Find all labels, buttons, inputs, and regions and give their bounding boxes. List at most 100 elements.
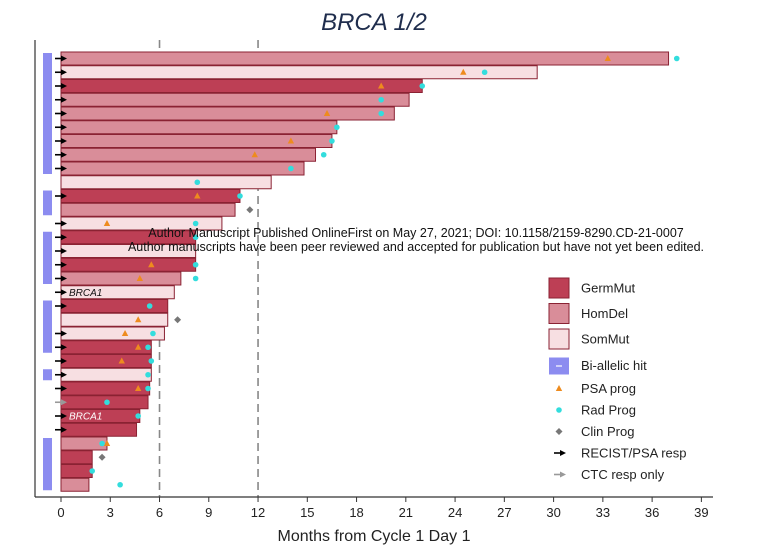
response-arrow-head — [61, 165, 67, 172]
rad-prog-marker — [89, 468, 95, 474]
psa-prog-marker — [118, 357, 125, 364]
biallelic-block — [43, 369, 52, 381]
legend-psa-marker — [555, 385, 563, 391]
rad-prog-marker — [237, 193, 243, 199]
psa-prog-marker — [287, 137, 295, 144]
patient-bar — [60, 354, 152, 368]
legend-label: HomDel — [581, 306, 628, 321]
psa-prog-marker — [323, 110, 331, 116]
rad-prog-marker — [481, 69, 488, 76]
patient-bar — [60, 422, 138, 437]
legend-label: GermMut — [581, 281, 636, 296]
psa-prog-marker — [134, 385, 142, 391]
response-arrow-head — [61, 385, 67, 392]
biallelic-block — [43, 438, 52, 491]
legend-label: Clin Prog — [581, 424, 634, 439]
legend-clin-marker — [555, 428, 563, 435]
response-arrow-head — [61, 83, 67, 89]
rad-prog-marker — [192, 234, 199, 241]
psa-prog-marker — [377, 82, 385, 89]
patient-bar — [60, 450, 93, 465]
x-tick-label: 24 — [448, 505, 462, 520]
biallelic-block — [43, 300, 52, 353]
legend: GermMut HomDel SomMut Bi-allelic hit PSA pro… — [548, 277, 686, 482]
rad-prog-marker — [288, 165, 294, 172]
response-arrow-head — [61, 220, 67, 227]
patient-bar — [60, 312, 169, 327]
patient-bar — [60, 120, 338, 135]
rad-prog-marker — [334, 124, 340, 131]
psa-prog-marker — [136, 275, 144, 281]
bar-label: BRCA1 — [69, 288, 102, 299]
x-tick-label: 30 — [546, 505, 560, 520]
rad-prog-marker — [145, 385, 151, 392]
patient-bar — [60, 92, 410, 107]
response-arrow-head — [61, 303, 67, 309]
legend-rad-marker — [556, 407, 562, 413]
biallelic-block — [43, 231, 52, 284]
markers-group — [55, 55, 680, 488]
rad-prog-marker — [145, 371, 151, 378]
patient-bar — [60, 367, 152, 382]
rad-prog-marker — [150, 330, 156, 337]
x-tick-label: 6 — [156, 505, 163, 520]
response-arrow-head — [61, 330, 67, 337]
rad-prog-marker — [673, 55, 680, 62]
response-arrow-head — [61, 96, 67, 103]
response-arrow-head — [61, 151, 67, 158]
clin-prog-marker — [246, 206, 254, 214]
psa-prog-marker — [251, 151, 258, 158]
x-tick-label: 18 — [349, 505, 363, 520]
x-tick-label: 27 — [497, 505, 511, 520]
rad-prog-marker — [117, 481, 123, 488]
response-arrow-head — [61, 289, 67, 296]
psa-prog-marker — [134, 343, 142, 350]
rad-prog-marker — [192, 220, 199, 227]
response-arrow-head — [61, 399, 67, 406]
x-axis: 0 3 6 9 12 15 18 21 24 27 30 33 36 39 — [34, 40, 713, 520]
patient-bar — [60, 161, 305, 176]
psa-prog-marker — [148, 261, 155, 268]
legend-swatch-germmut — [548, 277, 570, 299]
bars-group: BRCA1 BRCA1 — [43, 51, 670, 492]
rad-prog-marker — [146, 303, 153, 309]
rad-prog-marker — [192, 275, 199, 282]
x-tick-label: 21 — [399, 505, 413, 520]
patient-bar — [60, 464, 93, 478]
response-arrow-head — [61, 234, 67, 241]
psa-prog-marker — [103, 440, 111, 446]
psa-prog-marker — [121, 330, 129, 336]
x-tick-label: 3 — [107, 505, 114, 520]
clin-prog-marker — [98, 453, 106, 461]
patient-bar — [60, 106, 395, 121]
clin-prog-marker — [174, 316, 182, 324]
patient-bar — [60, 202, 236, 217]
legend-label: CTC resp only — [581, 467, 665, 482]
response-arrow-head — [61, 55, 67, 62]
x-tick-label: 15 — [300, 505, 314, 520]
rad-prog-marker — [329, 138, 335, 144]
patient-bar — [60, 477, 90, 492]
legend-arrow-head — [560, 471, 566, 478]
psa-prog-marker — [604, 55, 611, 61]
response-arrow-head — [61, 275, 67, 282]
watermark-line-2: Author manuscripts have been peer review… — [128, 240, 704, 254]
rad-prog-marker — [320, 151, 327, 158]
patient-bar — [60, 189, 241, 203]
response-arrow-head — [61, 124, 67, 131]
legend-label: PSA prog — [581, 381, 636, 396]
legend-swatch-homdel — [548, 303, 570, 324]
rad-prog-marker — [104, 399, 110, 406]
patient-bar — [60, 51, 670, 66]
psa-prog-marker — [134, 316, 142, 323]
response-arrow-head — [61, 344, 67, 351]
patient-bar — [60, 65, 538, 80]
patient-bar — [60, 147, 317, 162]
rad-prog-marker — [378, 96, 384, 103]
response-arrow-head — [61, 193, 67, 199]
patient-bar — [60, 175, 272, 190]
legend-label: Rad Prog — [581, 403, 636, 418]
patient-bar — [60, 326, 165, 341]
chart-title: BRCA 1/2 — [321, 9, 427, 36]
